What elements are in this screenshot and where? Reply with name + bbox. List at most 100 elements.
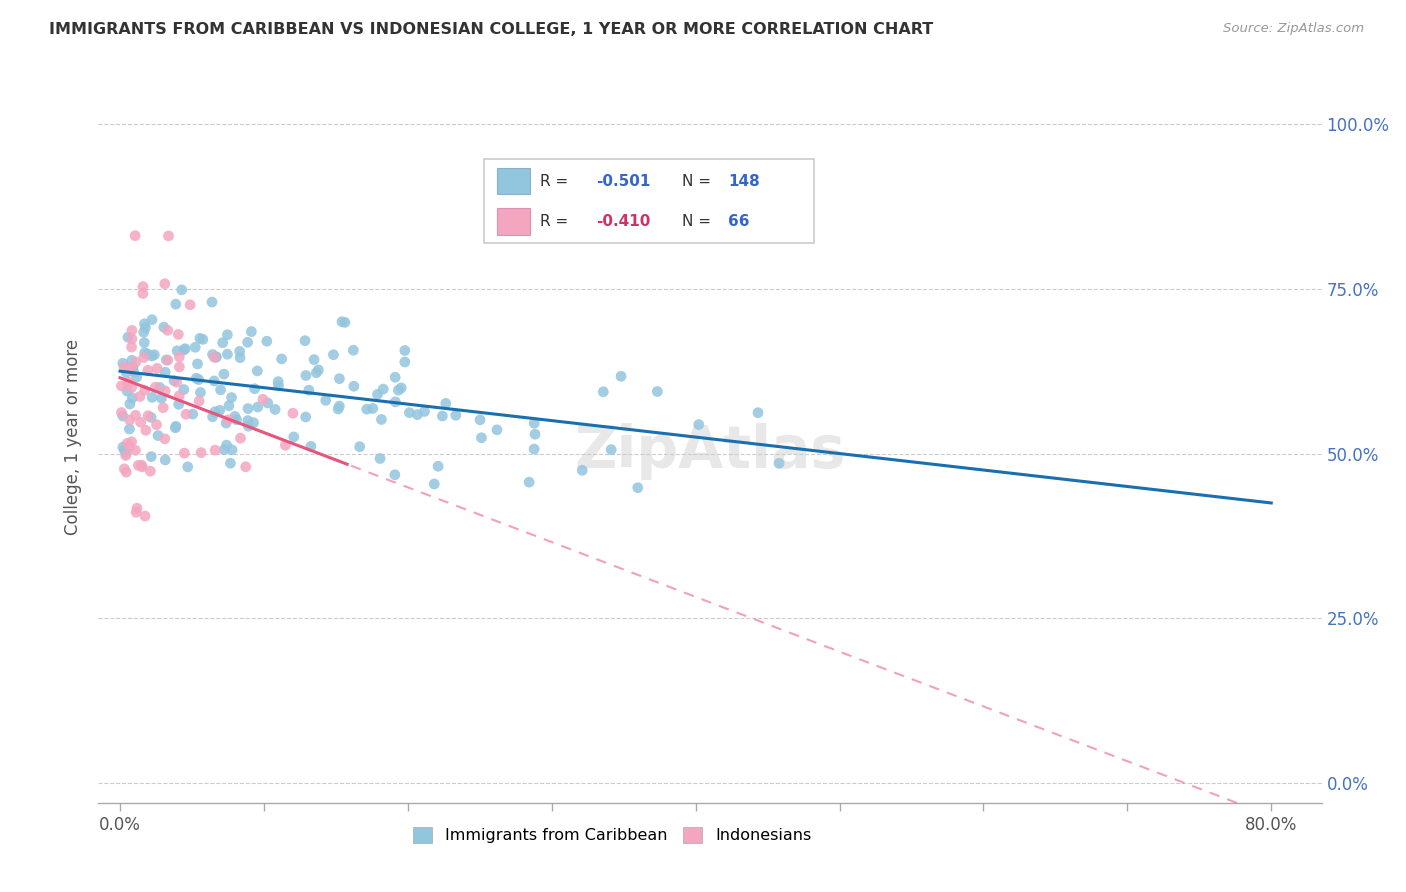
- Point: [252, 392, 274, 407]
- Point: [153, 432, 176, 446]
- Point: [125, 355, 148, 369]
- Point: [166, 376, 188, 390]
- Point: [112, 462, 135, 476]
- Point: [394, 355, 416, 369]
- Point: [111, 440, 134, 454]
- Point: [118, 397, 141, 411]
- Point: [115, 366, 138, 380]
- Point: [217, 327, 239, 342]
- Point: [112, 359, 135, 374]
- Legend: Immigrants from Caribbean, Indonesians: Immigrants from Caribbean, Indonesians: [406, 821, 818, 850]
- Point: [112, 443, 135, 458]
- Point: [600, 442, 623, 457]
- Point: [165, 419, 187, 434]
- Point: [212, 367, 235, 381]
- Point: [270, 351, 292, 366]
- Point: [110, 379, 132, 393]
- Point: [202, 374, 225, 388]
- Point: [267, 378, 290, 392]
- Point: [124, 228, 146, 243]
- Point: [349, 440, 371, 454]
- Point: [387, 383, 409, 397]
- Point: [205, 350, 228, 364]
- Point: [186, 357, 208, 371]
- Point: [218, 399, 240, 413]
- Point: [215, 416, 238, 430]
- Point: [141, 312, 163, 326]
- Point: [523, 416, 546, 430]
- Point: [129, 415, 152, 429]
- Point: [115, 446, 138, 460]
- Point: [373, 382, 395, 396]
- Point: [406, 408, 429, 422]
- Point: [156, 323, 179, 337]
- Point: [143, 348, 166, 362]
- Point: [294, 334, 316, 348]
- Point: [177, 459, 200, 474]
- Point: [134, 345, 156, 359]
- Point: [170, 283, 193, 297]
- Point: [423, 477, 446, 491]
- Point: [394, 343, 416, 358]
- Point: [146, 428, 169, 442]
- Point: [236, 335, 259, 350]
- Point: [236, 401, 259, 416]
- Point: [136, 363, 159, 377]
- Point: [118, 375, 141, 389]
- Point: [145, 417, 167, 432]
- Point: [167, 389, 190, 403]
- Point: [187, 373, 209, 387]
- Point: [219, 456, 242, 470]
- Point: [149, 380, 172, 394]
- Point: [356, 402, 378, 417]
- Point: [125, 505, 148, 519]
- Point: [204, 405, 226, 419]
- Point: [202, 351, 225, 365]
- Point: [328, 372, 350, 386]
- Point: [221, 391, 243, 405]
- Point: [302, 352, 325, 367]
- Text: Source: ZipAtlas.com: Source: ZipAtlas.com: [1223, 22, 1364, 36]
- Point: [186, 371, 208, 385]
- Point: [115, 465, 138, 479]
- Point: [169, 350, 191, 364]
- Point: [389, 381, 412, 395]
- Point: [141, 349, 163, 363]
- Point: [131, 458, 153, 473]
- Point: [141, 390, 163, 404]
- Point: [127, 458, 149, 473]
- Point: [217, 413, 239, 427]
- Point: [238, 419, 260, 434]
- Point: [165, 297, 187, 311]
- Point: [204, 443, 226, 458]
- Point: [307, 363, 329, 377]
- Point: [384, 370, 406, 384]
- Point: [215, 438, 238, 452]
- Point: [368, 451, 391, 466]
- Point: [121, 340, 143, 354]
- Point: [267, 375, 290, 389]
- Point: [181, 407, 204, 421]
- Point: [134, 320, 156, 334]
- Point: [121, 353, 143, 368]
- Point: [283, 430, 305, 444]
- Point: [165, 421, 187, 435]
- Point: [688, 417, 710, 432]
- Point: [155, 365, 177, 379]
- Point: [122, 360, 145, 375]
- Point: [236, 414, 259, 428]
- Point: [153, 320, 176, 334]
- Point: [191, 332, 214, 346]
- Point: [281, 406, 304, 420]
- Point: [134, 383, 156, 397]
- Point: [136, 347, 159, 361]
- Point: [169, 359, 191, 374]
- Point: [132, 325, 155, 339]
- Point: [295, 368, 318, 383]
- Point: [110, 405, 132, 419]
- Point: [132, 286, 155, 301]
- Point: [217, 347, 239, 361]
- Point: [124, 443, 146, 458]
- Point: [209, 383, 232, 397]
- Point: [190, 385, 212, 400]
